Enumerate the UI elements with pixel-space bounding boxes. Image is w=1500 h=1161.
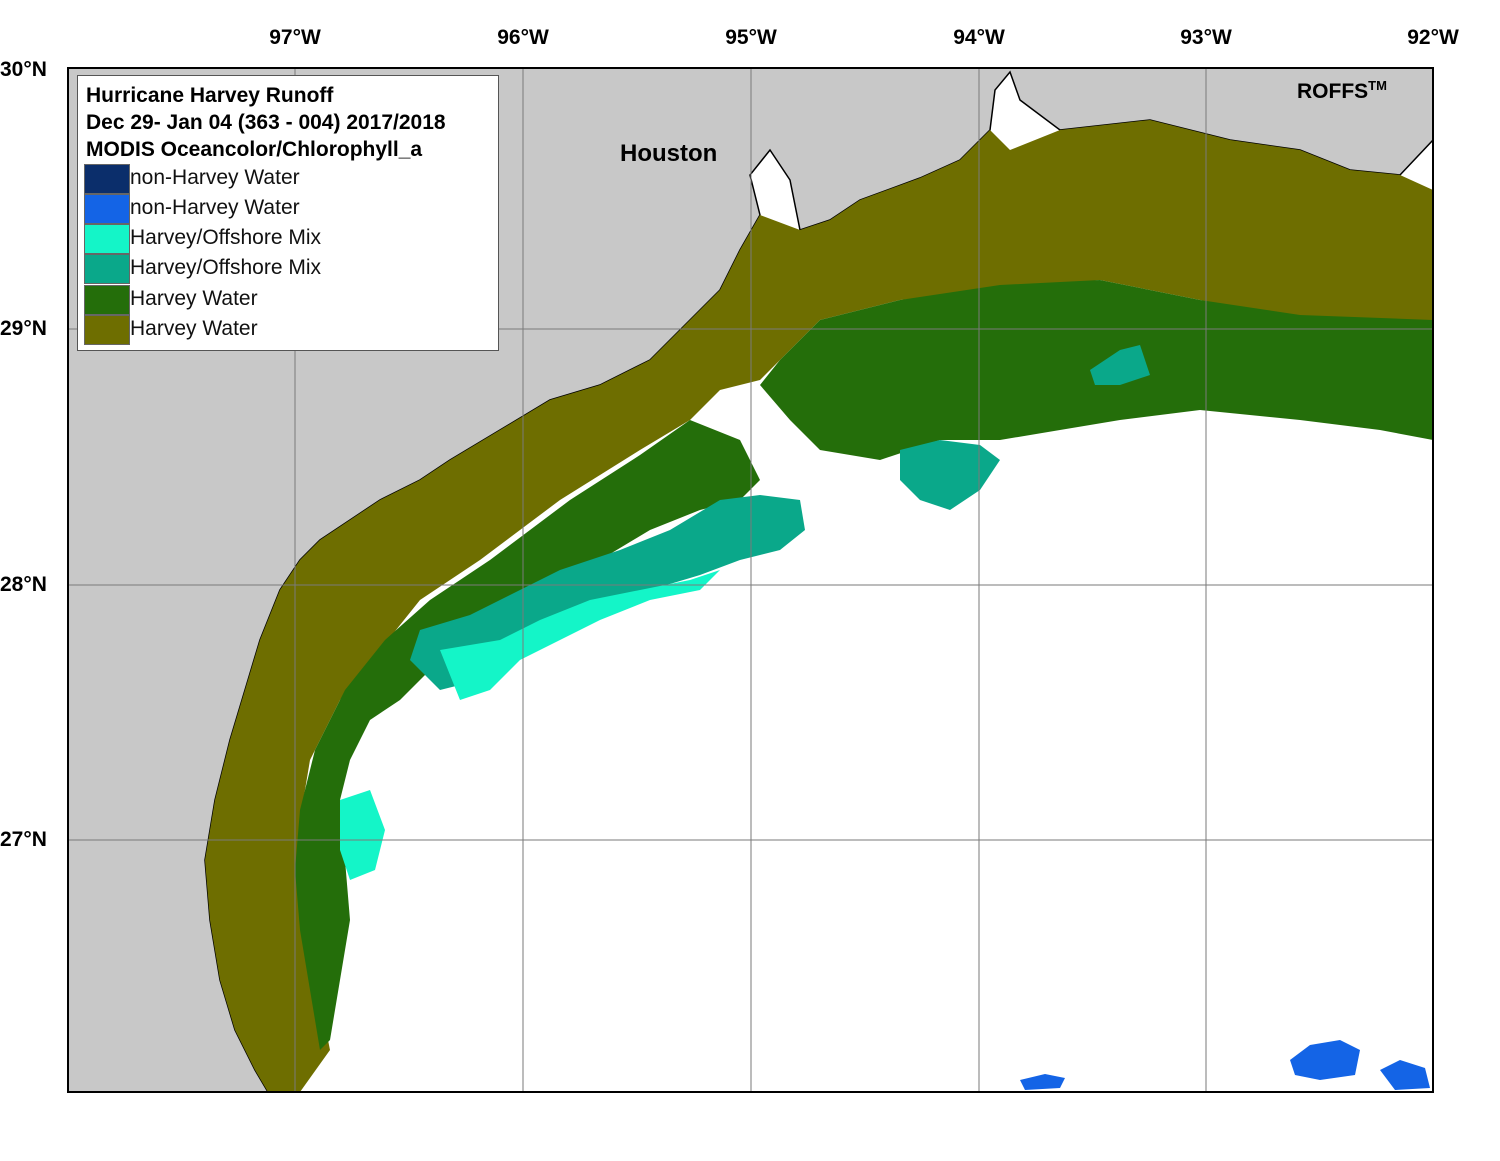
brand-name: ROFFS (1297, 80, 1369, 103)
legend-swatch (84, 315, 130, 345)
mix-patch-cyan (440, 570, 720, 700)
legend-swatch (84, 194, 130, 224)
harvey-water-olive (205, 120, 1433, 1092)
lon-label-93w: 93°W (1180, 26, 1232, 49)
lon-label-95w: 95°W (725, 26, 777, 49)
legend-item: Harvey Water (84, 315, 484, 345)
legend-title-line-1: Hurricane Harvey Runoff (86, 84, 334, 107)
legend-item: Harvey Water (84, 285, 484, 315)
mix-patch-east-small (1090, 345, 1150, 385)
legend-item-label: non-Harvey Water (130, 196, 300, 219)
legend-swatch (84, 164, 130, 194)
brand-tm: TM (1368, 78, 1387, 93)
legend: Hurricane Harvey Runoff Dec 29- Jan 04 (… (77, 75, 499, 351)
graticule (68, 68, 1433, 1092)
map-frame (67, 67, 1434, 1093)
mix-patch-east (900, 440, 1000, 510)
brand-label: ROFFSTM (1297, 78, 1387, 104)
harvey-water-green-west (295, 420, 760, 1050)
legend-item: non-Harvey Water (84, 164, 484, 194)
lon-label-92w: 92°W (1407, 26, 1459, 49)
mix-patch-south (340, 790, 385, 880)
lon-label-97w: 97°W (269, 26, 321, 49)
legend-item: Harvey/Offshore Mix (84, 254, 484, 284)
legend-item-label: Harvey Water (130, 287, 258, 310)
legend-item-label: Harvey/Offshore Mix (130, 226, 321, 249)
non-harvey-blob-2 (1380, 1060, 1430, 1090)
legend-item: Harvey/Offshore Mix (84, 224, 484, 254)
legend-item: non-Harvey Water (84, 194, 484, 224)
legend-item-label: Harvey/Offshore Mix (130, 256, 321, 279)
place-label-houston: Houston (620, 140, 718, 167)
lat-label-27n: 27°N (0, 828, 47, 851)
lat-label-30n: 30°N (0, 58, 47, 81)
non-harvey-blob-3 (1020, 1074, 1065, 1090)
legend-item-label: Harvey Water (130, 317, 258, 340)
non-harvey-blob-1 (1290, 1040, 1360, 1080)
legend-swatch (84, 254, 130, 284)
lon-label-96w: 96°W (497, 26, 549, 49)
lat-label-28n: 28°N (0, 573, 47, 596)
lat-label-29n: 29°N (0, 317, 47, 340)
legend-swatch (84, 285, 130, 315)
legend-title-line-3: MODIS Oceancolor/Chlorophyll_a (86, 138, 423, 161)
lon-label-94w: 94°W (953, 26, 1005, 49)
legend-title-line-2: Dec 29- Jan 04 (363 - 004) 2017/2018 (86, 111, 446, 134)
legend-swatch (84, 224, 130, 254)
legend-item-label: non-Harvey Water (130, 166, 300, 189)
